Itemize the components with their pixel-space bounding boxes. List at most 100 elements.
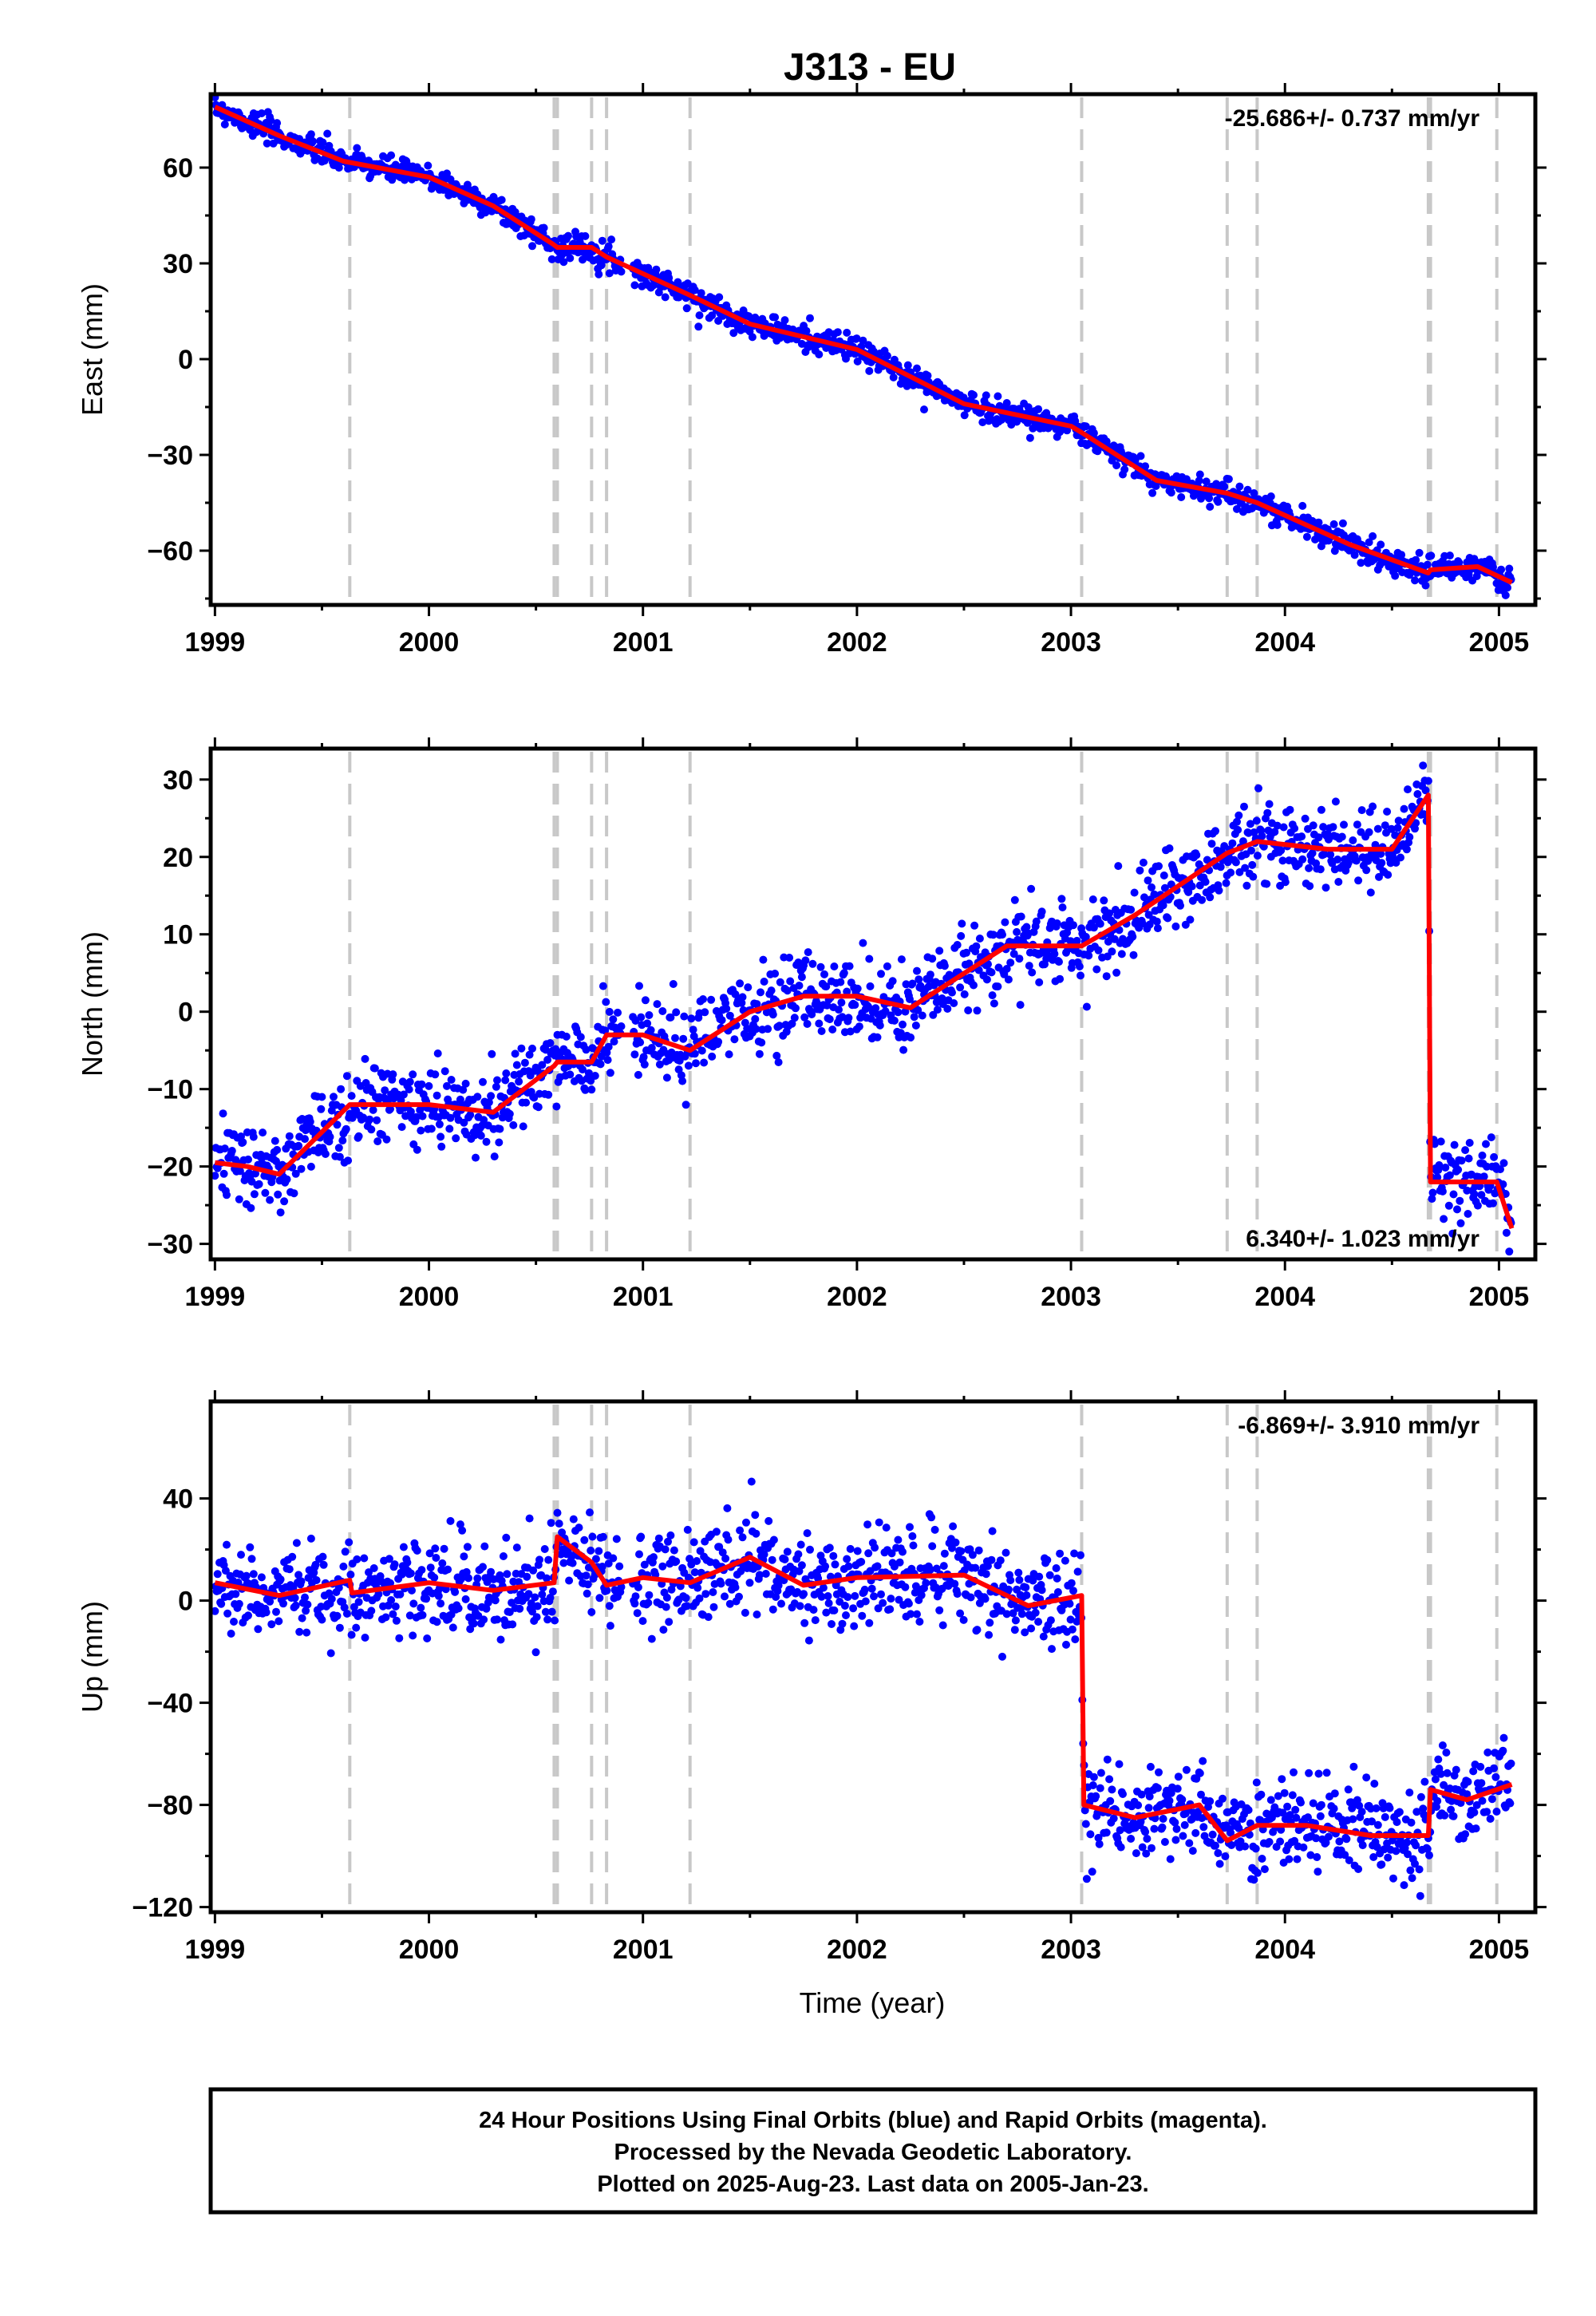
data-point: [1062, 1640, 1070, 1649]
data-point: [769, 1535, 778, 1544]
data-point: [288, 1552, 297, 1561]
data-point: [906, 1523, 914, 1531]
data-point: [1010, 895, 1019, 904]
data-point: [1128, 932, 1137, 941]
data-point: [883, 351, 891, 360]
data-point: [509, 1120, 518, 1129]
data-point: [451, 1587, 460, 1596]
data-point: [853, 984, 862, 993]
data-point: [949, 1522, 958, 1531]
data-point: [1413, 790, 1422, 798]
data-point: [1025, 433, 1034, 442]
data-point: [508, 1620, 517, 1629]
data-point: [913, 364, 921, 373]
data-point: [262, 1608, 271, 1617]
data-point: [1421, 581, 1430, 590]
data-point: [1252, 1778, 1261, 1787]
data-point: [904, 1599, 913, 1608]
data-point: [425, 1081, 433, 1090]
data-point: [809, 1606, 818, 1614]
data-point: [918, 1011, 926, 1020]
rate-annotation: -6.869+/- 3.910 mm/yr: [1238, 1413, 1479, 1439]
data-point: [966, 1593, 975, 1602]
data-point: [438, 1559, 447, 1567]
data-point: [612, 1535, 621, 1543]
data-point: [1449, 1190, 1458, 1199]
data-point: [535, 1555, 543, 1564]
data-point: [806, 1545, 814, 1554]
data-point: [334, 1144, 343, 1152]
data-point: [1258, 832, 1266, 840]
data-point: [953, 1590, 962, 1599]
data-point: [290, 1594, 299, 1603]
data-point: [1457, 1156, 1466, 1165]
data-point: [254, 1625, 263, 1634]
data-point: [417, 1080, 426, 1089]
data-point: [273, 1145, 282, 1154]
data-point: [692, 1059, 700, 1068]
data-point: [712, 1528, 721, 1536]
data-point: [285, 1132, 294, 1140]
data-point: [797, 1561, 806, 1570]
data-point: [689, 1538, 698, 1547]
data-point: [939, 1562, 948, 1571]
data-point: [1470, 1808, 1479, 1816]
data-point: [405, 1077, 414, 1086]
data-point: [707, 995, 716, 1004]
data-point: [1166, 1855, 1175, 1863]
data-point: [1195, 470, 1204, 479]
data-point: [741, 1608, 749, 1617]
data-point: [496, 1124, 504, 1133]
data-point: [515, 1077, 523, 1086]
data-point: [1146, 1762, 1155, 1771]
data-point: [873, 1033, 882, 1041]
data-point: [566, 1070, 575, 1079]
data-point: [646, 1026, 655, 1034]
data-point: [1108, 1785, 1116, 1794]
data-point: [665, 1618, 674, 1626]
data-point: [776, 978, 784, 986]
data-point: [1487, 1133, 1495, 1142]
data-point: [731, 1583, 740, 1591]
data-point: [681, 1594, 690, 1603]
data-point: [617, 1022, 626, 1030]
data-point: [721, 1592, 729, 1601]
data-point: [683, 1525, 692, 1534]
data-point: [950, 999, 958, 1007]
data-point: [661, 293, 670, 302]
data-point: [1153, 1784, 1162, 1792]
data-point: [853, 357, 862, 366]
data-point: [319, 1560, 328, 1569]
data-point: [1416, 1891, 1424, 1900]
data-point: [249, 1570, 258, 1579]
data-point: [326, 1649, 335, 1658]
data-point: [957, 931, 966, 940]
data-point: [996, 1556, 1005, 1565]
data-point: [566, 254, 575, 263]
data-point: [502, 1069, 511, 1077]
data-point: [815, 1019, 824, 1028]
data-point: [1103, 1755, 1112, 1764]
data-point: [1056, 974, 1065, 983]
x-tick-label: 2001: [613, 1282, 674, 1312]
data-point: [1489, 563, 1497, 571]
data-point: [1243, 485, 1252, 494]
data-point: [681, 1101, 690, 1109]
data-point: [780, 316, 789, 325]
data-point: [909, 1541, 918, 1550]
data-point: [723, 1504, 732, 1512]
data-point: [693, 1583, 702, 1592]
data-point: [771, 313, 780, 322]
data-point: [724, 1535, 733, 1544]
data-point: [1404, 785, 1412, 794]
x-tick-label: 2005: [1469, 1282, 1530, 1312]
data-point: [437, 1142, 446, 1151]
data-point: [633, 1609, 642, 1618]
data-point: [1102, 972, 1111, 981]
data-point: [219, 1169, 228, 1178]
data-point: [845, 962, 854, 970]
data-point: [1438, 1741, 1447, 1749]
data-point: [1016, 1001, 1025, 1010]
x-tick-label: 2003: [1041, 627, 1101, 658]
data-point: [839, 969, 848, 978]
